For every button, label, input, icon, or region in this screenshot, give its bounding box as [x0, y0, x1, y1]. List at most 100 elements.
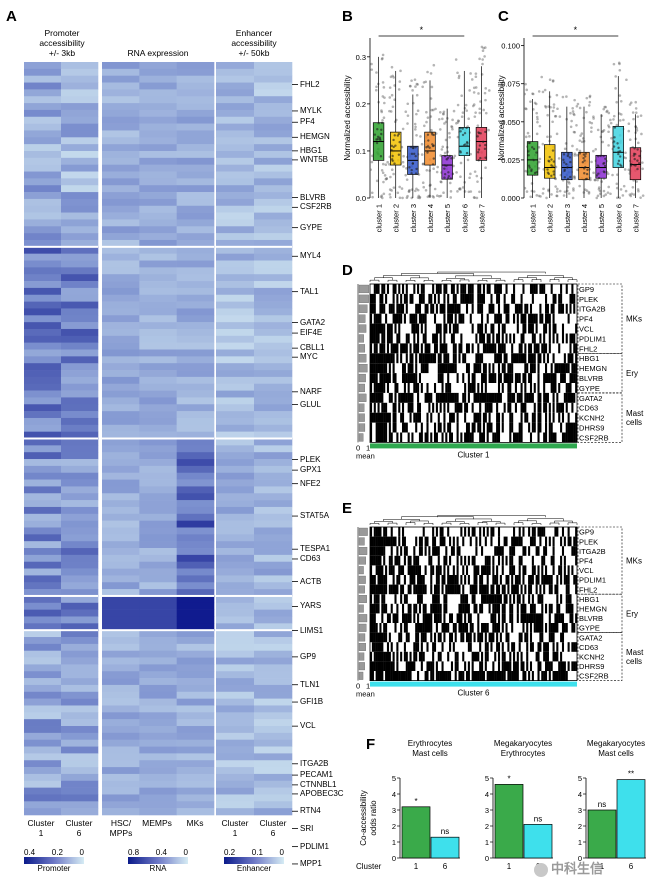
matrix-cell	[556, 671, 559, 681]
matrix-cell	[497, 623, 501, 633]
data-point	[613, 136, 616, 139]
data-point	[552, 170, 555, 173]
data-point	[470, 78, 474, 81]
heatmap-cell	[61, 205, 99, 213]
matrix-cell	[471, 293, 474, 304]
heatmap-cell	[61, 130, 99, 138]
data-point	[450, 157, 453, 160]
matrix-cell	[548, 343, 551, 354]
data-point	[415, 93, 419, 97]
dendrogram-branch	[567, 279, 578, 282]
matrix-cell	[371, 555, 374, 566]
matrix-cell	[396, 353, 399, 364]
data-point	[555, 194, 559, 198]
matrix-cell	[554, 671, 557, 681]
data-point	[634, 137, 638, 141]
chart-title: Megakaryocytes	[587, 739, 645, 748]
matrix-cell	[467, 363, 470, 374]
matrix-cell	[481, 383, 484, 393]
matrix-cell	[514, 373, 517, 383]
matrix-cell	[371, 642, 374, 652]
significance-star: *	[574, 25, 578, 35]
matrix-cell	[488, 671, 491, 681]
data-point	[536, 117, 539, 121]
matrix-cell	[503, 293, 506, 304]
heatmap-cell	[216, 609, 255, 617]
matrix-cell	[379, 353, 382, 364]
matrix-cell	[456, 392, 459, 403]
heatmap-cell	[24, 678, 62, 686]
data-point	[393, 98, 396, 101]
heatmap-cell	[61, 144, 99, 152]
heatmap-cell	[139, 150, 177, 159]
matrix-cell	[575, 584, 578, 595]
data-point	[454, 58, 458, 61]
data-point	[546, 135, 549, 139]
data-point	[537, 145, 541, 149]
matrix-cell	[379, 432, 382, 443]
matrix-cell	[400, 632, 403, 643]
matrix-cell	[571, 353, 574, 364]
matrix-cell	[484, 343, 487, 354]
matrix-cell	[388, 632, 391, 643]
matrix-cell	[375, 565, 378, 575]
matrix-cell	[373, 555, 376, 566]
matrix-cell	[375, 536, 378, 547]
data-point	[380, 194, 384, 198]
data-point	[573, 154, 577, 157]
heatmap-cell	[176, 541, 215, 549]
heatmap-cell	[24, 363, 62, 371]
heatmap-cell	[139, 370, 177, 378]
matrix-cell	[496, 313, 499, 324]
matrix-cell	[526, 642, 529, 652]
col-label-text: 1	[232, 828, 238, 838]
matrix-cell	[563, 373, 566, 383]
matrix-cell	[520, 353, 523, 364]
heatmap-cell	[24, 554, 62, 563]
matrix-cell	[575, 432, 578, 443]
data-point	[393, 134, 396, 137]
matrix-cell	[422, 613, 425, 623]
gene-label: FHL2	[579, 585, 597, 594]
heatmap-cell	[139, 342, 177, 350]
matrix-cell	[383, 333, 386, 344]
matrix-cell	[488, 402, 491, 413]
matrix-cell	[420, 584, 423, 595]
matrix-cell	[550, 373, 553, 383]
matrix-cell	[548, 373, 551, 383]
matrix-cell	[381, 293, 384, 304]
matrix-cell	[385, 402, 388, 413]
matrix-cell	[503, 343, 506, 354]
data-point	[639, 196, 642, 199]
matrix-cell	[481, 661, 484, 671]
matrix-cell	[432, 546, 435, 556]
matrix-cell	[405, 671, 408, 681]
matrix-cell	[381, 613, 384, 623]
matrix-cell	[456, 584, 459, 595]
heatmap-cell	[102, 260, 140, 268]
heatmap-cell	[139, 500, 177, 508]
heatmap-cell	[139, 171, 177, 179]
heatmap-cell	[102, 534, 140, 542]
matrix-cell	[514, 536, 517, 547]
col-label-promoter-c6: Cluster 6	[60, 818, 98, 838]
col-label-enhancer-c6: Cluster 6	[254, 818, 292, 838]
matrix-cell	[554, 373, 557, 383]
heatmap-cell	[61, 123, 99, 131]
data-point	[376, 128, 379, 131]
matrix-cell	[370, 392, 373, 403]
matrix-cell	[494, 651, 497, 662]
heatmap-cell	[61, 363, 99, 371]
heatmap-cell	[139, 486, 177, 494]
matrix-cell	[522, 546, 525, 556]
mean-bar	[358, 652, 365, 661]
matrix-cell	[377, 402, 380, 413]
matrix-cell	[490, 293, 493, 304]
matrix-cell	[535, 651, 538, 662]
matrix-cell	[496, 392, 499, 403]
matrix-cell	[481, 546, 484, 556]
matrix-cell	[373, 313, 376, 324]
matrix-cell	[371, 353, 374, 364]
heatmap-cell	[102, 650, 140, 658]
heatmap-cell	[61, 109, 99, 118]
